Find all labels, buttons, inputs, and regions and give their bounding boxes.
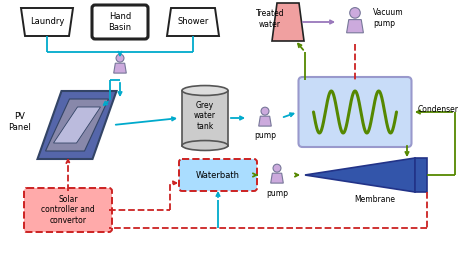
Text: pump: pump — [266, 188, 288, 197]
Text: Grey
water
tank: Grey water tank — [194, 101, 216, 131]
FancyBboxPatch shape — [92, 5, 148, 39]
Bar — [415, 158, 427, 192]
Circle shape — [350, 8, 360, 18]
Text: Condenser: Condenser — [418, 105, 459, 114]
FancyBboxPatch shape — [179, 159, 257, 191]
Text: PV
Panel: PV Panel — [9, 112, 31, 132]
Text: pump: pump — [254, 131, 276, 140]
Bar — [182, 91, 228, 145]
Polygon shape — [114, 63, 126, 73]
FancyBboxPatch shape — [24, 188, 112, 232]
Ellipse shape — [182, 86, 228, 95]
Polygon shape — [346, 20, 364, 33]
Polygon shape — [305, 158, 415, 192]
Polygon shape — [46, 99, 109, 151]
Circle shape — [273, 164, 281, 172]
Polygon shape — [54, 107, 100, 143]
Polygon shape — [272, 3, 304, 41]
Text: Shower: Shower — [177, 17, 209, 27]
Text: Solar
controller and
convertor: Solar controller and convertor — [41, 195, 95, 225]
Text: Treated
water: Treated water — [255, 9, 284, 29]
Polygon shape — [21, 8, 73, 36]
Text: Vacuum
pump: Vacuum pump — [373, 8, 404, 28]
Polygon shape — [37, 91, 117, 159]
Text: Waterbath: Waterbath — [196, 170, 240, 179]
Circle shape — [116, 54, 124, 62]
Text: Membrane: Membrane — [355, 196, 395, 205]
Polygon shape — [271, 173, 283, 183]
Text: Hand
Basin: Hand Basin — [109, 12, 132, 32]
Ellipse shape — [182, 141, 228, 151]
Text: Laundry: Laundry — [30, 17, 64, 27]
FancyBboxPatch shape — [299, 77, 411, 147]
Polygon shape — [259, 116, 271, 126]
Polygon shape — [167, 8, 219, 36]
Circle shape — [261, 107, 269, 115]
